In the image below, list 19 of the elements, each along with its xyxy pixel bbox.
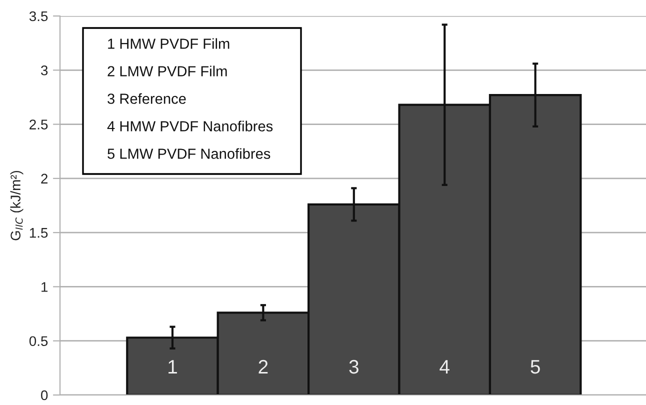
y-tick-label: 0.5 xyxy=(29,336,48,346)
y-tick-label: 1 xyxy=(42,282,48,292)
y-tick-label: 3 xyxy=(41,65,48,76)
annotation: 4 HMW PVDF Nanofibres xyxy=(107,120,273,132)
x-tick-label: 2 xyxy=(258,360,268,374)
y-tick-label: 2 xyxy=(41,174,48,184)
x-tick-label: 4 xyxy=(440,360,450,374)
annotation: 5 LMW PVDF Nanofibres xyxy=(108,148,270,159)
annotation: 2 LMW PVDF Film xyxy=(108,66,227,76)
x-tick-label: 1 xyxy=(168,360,177,374)
x-tick-label: 5 xyxy=(530,360,540,374)
y-tick-label: 2.5 xyxy=(30,120,48,130)
y-tick-label: 0 xyxy=(41,390,48,400)
y-tick-label: 3.5 xyxy=(29,11,48,22)
y-tick-label: 1.5 xyxy=(30,228,48,238)
annotation: 3 Reference xyxy=(108,93,186,104)
y-axis-title: G$_{IIC}$ (kJ/m²) xyxy=(10,170,24,240)
x-tick-label: 3 xyxy=(349,360,358,374)
annotation: 1 HMW PVDF Film xyxy=(108,38,230,49)
